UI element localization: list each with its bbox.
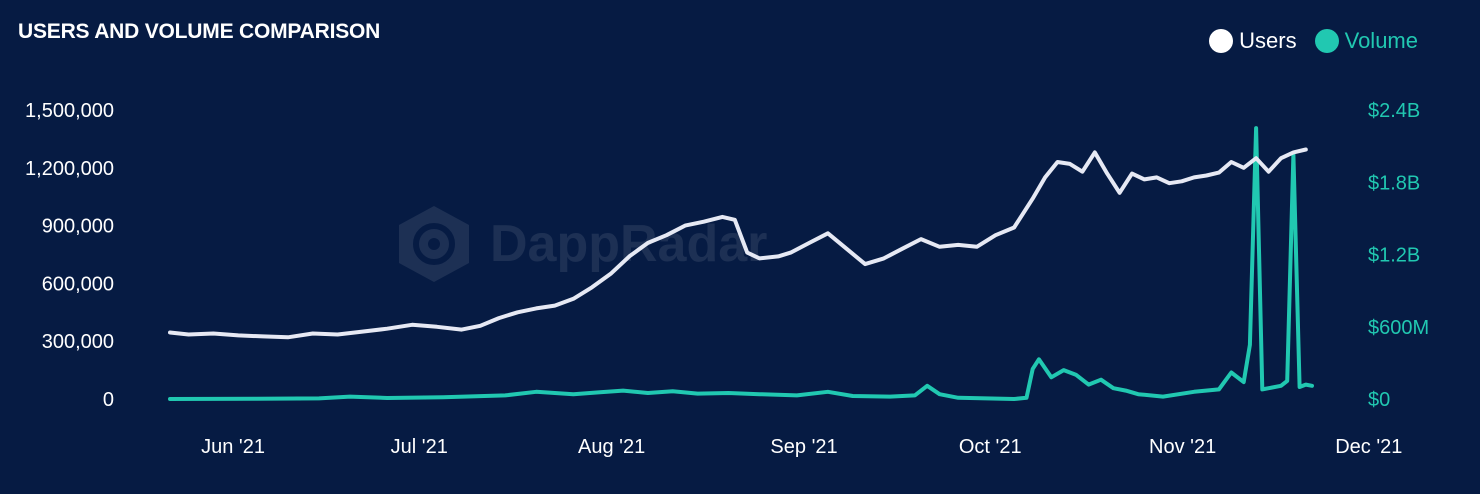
y-left-tick-label: 1,500,000: [25, 100, 114, 122]
x-tick-label: Oct '21: [959, 436, 1022, 458]
series-line-users[interactable]: [168, 147, 1308, 340]
x-tick-label: Nov '21: [1149, 436, 1216, 458]
watermark-text: DappRadar: [490, 215, 768, 273]
y-axis-left: 0 300,000 600,000 900,000 1,200,000 1,500,000: [25, 100, 114, 411]
x-tick-label: Jun '21: [201, 436, 265, 458]
x-tick-label: Aug '21: [578, 436, 645, 458]
y-left-tick-label: 1,200,000: [25, 158, 114, 180]
y-left-tick-label: 0: [103, 389, 114, 411]
chart-legend: Users Volume: [1209, 28, 1418, 54]
x-tick-label: Sep '21: [770, 436, 837, 458]
legend-swatch-volume: [1314, 29, 1339, 53]
y-left-tick-label: 900,000: [42, 216, 114, 238]
y-right-tick-label: $600M: [1368, 317, 1429, 339]
legend-label-users: Users: [1239, 28, 1297, 53]
y-left-tick-label: 300,000: [42, 331, 114, 353]
legend-item-volume[interactable]: Volume: [1314, 28, 1418, 54]
series-line-volume[interactable]: [168, 126, 1314, 401]
legend-swatch-users: [1209, 29, 1234, 53]
dappradar-logo-icon: [399, 206, 469, 282]
y-right-tick-label: $0: [1368, 389, 1390, 411]
y-left-tick-label: 600,000: [42, 273, 114, 295]
y-right-tick-label: $1.8B: [1368, 172, 1420, 194]
x-tick-label: Dec '21: [1335, 436, 1402, 458]
y-right-tick-label: $2.4B: [1368, 100, 1420, 122]
legend-label-volume: Volume: [1344, 28, 1418, 53]
y-axis-right: $0 $600M $1.2B $1.8B $2.4B: [1368, 100, 1429, 411]
legend-item-users[interactable]: Users: [1209, 28, 1297, 54]
x-axis: Jun '21 Jul '21 Aug '21 Sep '21 Oct '21 Nov '…: [201, 436, 1402, 458]
x-tick-label: Jul '21: [391, 436, 448, 458]
watermark: DappRadar: [392, 202, 767, 286]
series-layer: [168, 126, 1314, 401]
y-right-tick-label: $1.2B: [1368, 245, 1420, 267]
chart-title: USERS AND VOLUME COMPARISON: [18, 20, 381, 43]
